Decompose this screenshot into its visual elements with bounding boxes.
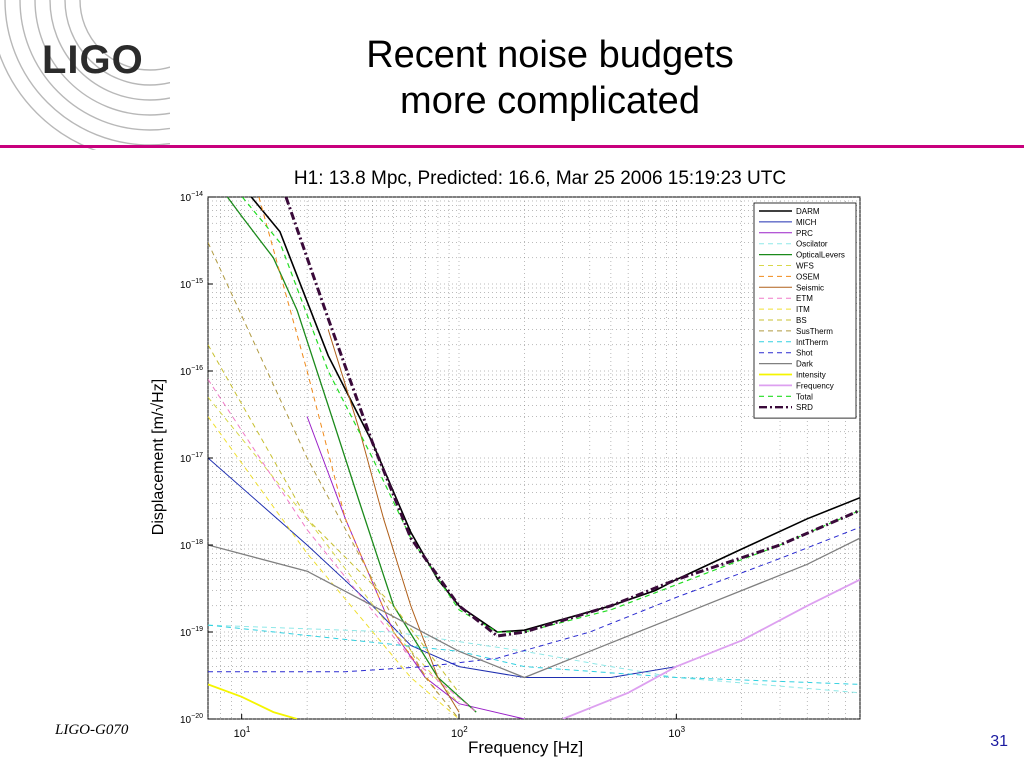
series-line-intensity: [208, 683, 298, 719]
legend-entry-mich: MICH: [796, 218, 817, 227]
y-tick-label: 10−20: [180, 713, 203, 726]
legend-entry-osem: OSEM: [796, 272, 820, 281]
slide-title-line2: more complicated: [400, 80, 700, 122]
legend-entry-wfs: WFS: [796, 262, 814, 271]
y-tick-label: 10−18: [180, 539, 203, 552]
series-group: [208, 197, 860, 719]
page-number: 31: [990, 733, 1008, 750]
legend-entry-srd: SRD: [796, 403, 813, 412]
legend-entry-darm: DARM: [796, 207, 820, 216]
y-tick-label: 10−15: [180, 278, 203, 291]
legend-entry-inttherm: IntTherm: [796, 338, 828, 347]
series-line-etm: [208, 379, 477, 713]
legend-entry-oscilator: Oscilator: [796, 240, 828, 249]
series-line-inttherm: [208, 624, 860, 685]
series-line-dark: [208, 537, 860, 679]
series-line-frequency: [562, 578, 860, 719]
legend-entry-intensity: Intensity: [796, 371, 826, 380]
legend-entry-sustherm: SusTherm: [796, 327, 833, 336]
legend-entry-dark: Dark: [796, 360, 814, 369]
series-line-shot: [208, 526, 860, 673]
series-line-oscilator: [208, 624, 860, 694]
legend-entry-bs: BS: [796, 316, 807, 325]
legend-entry-prc: PRC: [796, 229, 813, 238]
legend-entry-seismic: Seismic: [796, 283, 824, 292]
y-tick-label: 10−17: [180, 452, 203, 465]
title-divider: [0, 145, 1024, 148]
series-line-opticallevers: [226, 197, 477, 713]
y-tick-label: 10−19: [180, 626, 203, 639]
y-tick-label: 10−14: [180, 191, 203, 204]
noise-budget-plot: 101 102 103 10−20 10−19 10−18 10−17 10−16 10−15 1…: [180, 191, 861, 740]
series-line-seismic: [327, 329, 460, 713]
series-line-osem: [258, 197, 439, 694]
x-tick-label: 103: [668, 725, 685, 740]
x-axis-label: Frequency [Hz]: [468, 738, 584, 757]
y-tick-label: 10−16: [180, 365, 203, 378]
legend: DARM MICH PRC Oscilator OpticalLevers WFSOSEM…: [753, 202, 857, 419]
series-line-itm: [208, 416, 460, 719]
series-line-sustherm: [208, 242, 460, 719]
series-line-mich: [208, 457, 677, 678]
legend-entry-itm: ITM: [796, 305, 810, 314]
series-line-bs: [208, 344, 460, 694]
legend-entry-shot: Shot: [796, 349, 813, 358]
legend-entry-total: Total: [796, 392, 813, 401]
legend-entry-frequency: Frequency: [796, 381, 834, 390]
y-axis-label: Displacement [m/√Hz]: [150, 378, 167, 536]
x-tick-label: 101: [234, 725, 251, 740]
document-id: LIGO-G070: [55, 722, 129, 738]
ligo-logo-text: LIGO: [42, 38, 144, 82]
legend-box: [753, 202, 857, 419]
slide-title-line1: Recent noise budgets: [366, 34, 734, 76]
series-line-wfs: [208, 396, 460, 705]
slide-title: Recent noise budgets more complicated: [300, 32, 800, 124]
chart-title: H1: 13.8 Mpc, Predicted: 16.6, Mar 25 20…: [293, 168, 787, 189]
series-line-darm: [250, 197, 860, 633]
legend-entry-etm: ETM: [796, 294, 813, 303]
x-tick-label: 102: [451, 725, 468, 740]
series-line-total: [241, 197, 860, 633]
legend-entry-opticallevers: OpticalLevers: [796, 251, 845, 260]
